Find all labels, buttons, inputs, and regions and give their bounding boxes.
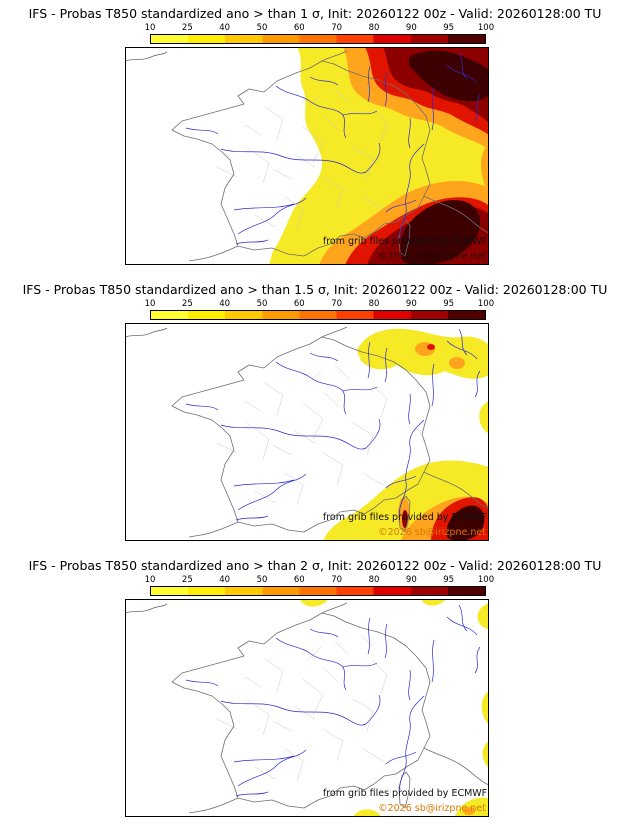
copyright-text: ©2026 sb@irizpne.net: [378, 251, 486, 262]
panel-1-title: IFS - Probas T850 standardized ano > tha…: [28, 6, 602, 21]
prob-fill-10: [477, 603, 489, 629]
colorbar-2: 10 25 40 50 60 70 80 90 95 100: [145, 299, 495, 320]
colorbar-1: 10 25 40 50 60 70 80 90 95 100: [145, 23, 495, 44]
tick-label: 95: [443, 299, 455, 309]
map-background: [125, 599, 489, 817]
map-frame: [125, 599, 489, 817]
tick-label: 90: [405, 575, 417, 585]
tick-label: 25: [181, 23, 193, 33]
tick-label: 70: [331, 23, 343, 33]
colorbar-3-gradient: [150, 586, 486, 596]
map-frame: [125, 47, 489, 265]
tick-label: 80: [368, 575, 380, 585]
credit-source-text: from grib files provided by ECMWF: [323, 512, 487, 523]
copyright-text: ©2026 sb@irizpne.net: [378, 527, 486, 538]
tick-label: 60: [293, 23, 305, 33]
map-frame: [125, 323, 489, 541]
prob-fill-40: [463, 807, 475, 815]
panel-2-title: IFS - Probas T850 standardized ano > tha…: [22, 282, 608, 297]
tick-label: 40: [219, 23, 231, 33]
tick-label: 10: [144, 575, 156, 585]
probability-fills-2: [323, 328, 489, 541]
credit-source-text: from grib files provided by ECMWF: [323, 788, 487, 799]
panel-3-title: IFS - Probas T850 standardized ano > tha…: [28, 558, 602, 573]
prob-fill-10: [479, 401, 489, 433]
prob-fill-10: [421, 599, 446, 606]
tick-label: 50: [256, 575, 268, 585]
prob-fill-98: [446, 505, 485, 541]
tick-label: 50: [256, 299, 268, 309]
prob-fill-98: [409, 50, 489, 102]
tick-label: 95: [443, 23, 455, 33]
tick-label: 80: [368, 299, 380, 309]
tick-label: 25: [181, 299, 193, 309]
colorbar-1-gradient: [150, 34, 486, 44]
tick-label: 80: [368, 23, 380, 33]
panel-sigma-1: IFS - Probas T850 standardized ano > tha…: [0, 0, 630, 276]
probability-fills-1: [269, 47, 489, 265]
probability-map-1: from grib files provided by ECMWF ©2026 …: [125, 47, 489, 265]
prob-fill-10: [353, 809, 381, 817]
tick-label: 70: [331, 575, 343, 585]
tick-label: 60: [293, 575, 305, 585]
colorbar-2-ticks: 10 25 40 50 60 70 80 90 95 100: [145, 299, 495, 310]
prob-fill-90: [402, 510, 408, 528]
colorbar-1-ticks: 10 25 40 50 60 70 80 90 95 100: [145, 23, 495, 34]
probability-map-2: from grib files provided by ECMWF ©2026 …: [125, 323, 489, 541]
tick-label: 25: [181, 575, 193, 585]
tick-label: 10: [144, 23, 156, 33]
colorbar-2-gradient: [150, 310, 486, 320]
prob-fill-10: [481, 691, 489, 724]
tick-label: 100: [477, 299, 495, 309]
panel-sigma-2: IFS - Probas T850 standardized ano > tha…: [0, 552, 630, 828]
map-2-container: from grib files provided by ECMWF ©2026 …: [125, 323, 489, 541]
tick-label: 70: [331, 299, 343, 309]
map-3-container: from grib files provided by ECMWF ©2026 …: [125, 599, 489, 817]
map-1-container: from grib files provided by ECMWF ©2026 …: [125, 47, 489, 265]
tick-label: 95: [443, 575, 455, 585]
prob-fill-10: [482, 741, 489, 768]
tick-label: 40: [219, 299, 231, 309]
tick-label: 60: [293, 299, 305, 309]
tick-label: 50: [256, 23, 268, 33]
prob-fill-40: [449, 357, 465, 369]
prob-fill-10: [300, 599, 328, 607]
tick-label: 10: [144, 299, 156, 309]
tick-label: 90: [405, 299, 417, 309]
colorbar-3: 10 25 40 50 60 70 80 90 95 100: [145, 575, 495, 596]
tick-label: 100: [477, 23, 495, 33]
credit-source-text: from grib files provided by ECMWF: [323, 236, 487, 247]
colorbar-3-ticks: 10 25 40 50 60 70 80 90 95 100: [145, 575, 495, 586]
tick-label: 100: [477, 575, 495, 585]
probability-map-3: from grib files provided by ECMWF ©2026 …: [125, 599, 489, 817]
panel-sigma-1-5: IFS - Probas T850 standardized ano > tha…: [0, 276, 630, 552]
prob-fill-40: [481, 143, 489, 193]
prob-fill-70: [427, 344, 435, 350]
prob-fill-98: [400, 200, 481, 265]
tick-label: 40: [219, 575, 231, 585]
tick-label: 90: [405, 23, 417, 33]
copyright-text: ©2026 sb@irizpne.net: [378, 803, 486, 814]
probability-fills-3: [300, 599, 489, 817]
